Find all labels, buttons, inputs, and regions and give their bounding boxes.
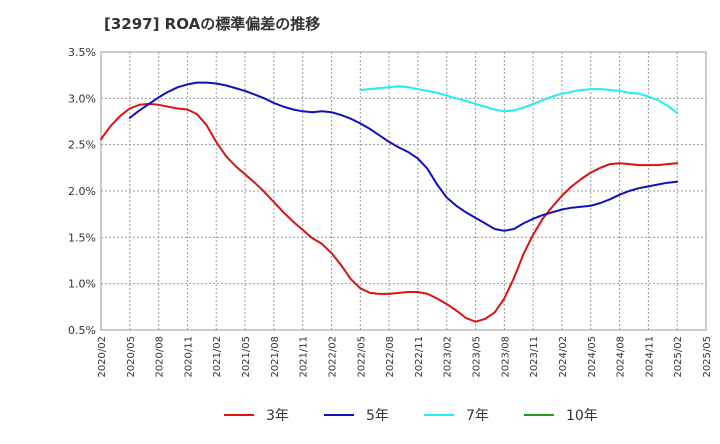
y-tick-label: 1.5% [68, 231, 96, 244]
series-line-0 [100, 102, 679, 323]
y-tick-label: 3.0% [68, 92, 96, 105]
x-tick-label: 2024/11 [644, 336, 655, 378]
y-tick-label: 2.5% [68, 139, 96, 152]
x-tick-label: 2020/11 [183, 336, 194, 378]
x-tick-label: 2025/05 [702, 336, 713, 378]
x-tick-label: 2020/05 [126, 336, 137, 378]
x-tick-label: 2024/05 [587, 336, 598, 378]
y-tick-label: 3.5% [68, 46, 96, 59]
chart-title: [3297] ROAの標準偏差の推移 [104, 15, 321, 33]
x-tick-label: 2022/02 [327, 336, 338, 378]
x-tick-label: 2023/02 [443, 336, 454, 378]
x-tick-label: 2021/08 [270, 336, 281, 378]
series-line-1 [128, 81, 679, 232]
x-tick-label: 2023/08 [500, 336, 511, 378]
x-tick-label: 2021/11 [299, 336, 310, 378]
x-tick-label: 2023/05 [472, 336, 483, 378]
y-tick-label: 2.0% [68, 185, 96, 198]
x-tick-label: 2022/11 [414, 336, 425, 378]
y-tick-label: 0.5% [68, 324, 96, 337]
y-tick-label: 1.0% [68, 278, 96, 291]
x-tick-label: 2021/02 [212, 336, 223, 378]
x-tick-label: 2024/08 [616, 336, 627, 378]
x-tick-label: 2023/11 [529, 336, 540, 378]
x-tick-label: 2022/05 [356, 336, 367, 378]
plot-border [100, 51, 707, 331]
x-tick-label: 2022/08 [385, 336, 396, 378]
legend-label-3: 10年 [566, 408, 598, 424]
legend-label-1: 5年 [366, 408, 389, 424]
legend-label-2: 7年 [466, 408, 489, 424]
series-line-2 [359, 85, 679, 115]
x-tick-label: 2025/02 [673, 336, 684, 378]
x-tick-label: 2020/08 [155, 336, 166, 378]
legend-label-0: 3年 [266, 408, 289, 424]
x-tick-label: 2020/02 [97, 336, 108, 378]
x-tick-label: 2024/02 [558, 336, 569, 378]
x-tick-label: 2021/05 [241, 336, 252, 378]
